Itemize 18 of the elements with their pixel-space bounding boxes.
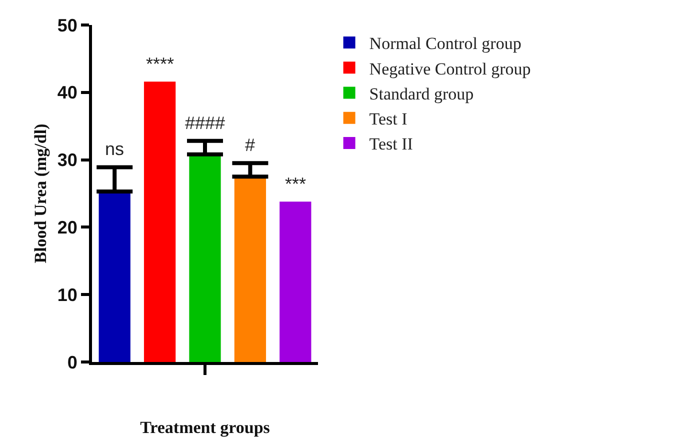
y-tick-label: 0: [67, 352, 78, 372]
annotation: #: [245, 135, 256, 155]
legend-label: Test II: [369, 134, 414, 154]
y-tick-label: 40: [57, 82, 78, 103]
annotation: ns: [105, 139, 124, 159]
annotation: ****: [146, 54, 174, 74]
legend-label: Negative Control group: [369, 59, 531, 78]
legend-label: Standard group: [369, 84, 474, 104]
y-tick-label: 10: [57, 284, 78, 305]
y-tick-label: 50: [57, 15, 78, 36]
annotation: ***: [285, 174, 306, 194]
annotation: ####: [185, 113, 226, 133]
legend-label: Test I: [369, 109, 408, 128]
legend-label: Normal Control group: [369, 34, 522, 54]
y-tick-label: 30: [57, 150, 78, 170]
y-axis-title: Blood Urea (mg/dl): [31, 124, 50, 264]
y-tick-label: 20: [57, 218, 78, 238]
x-axis-title: Treatment groups: [140, 418, 270, 437]
